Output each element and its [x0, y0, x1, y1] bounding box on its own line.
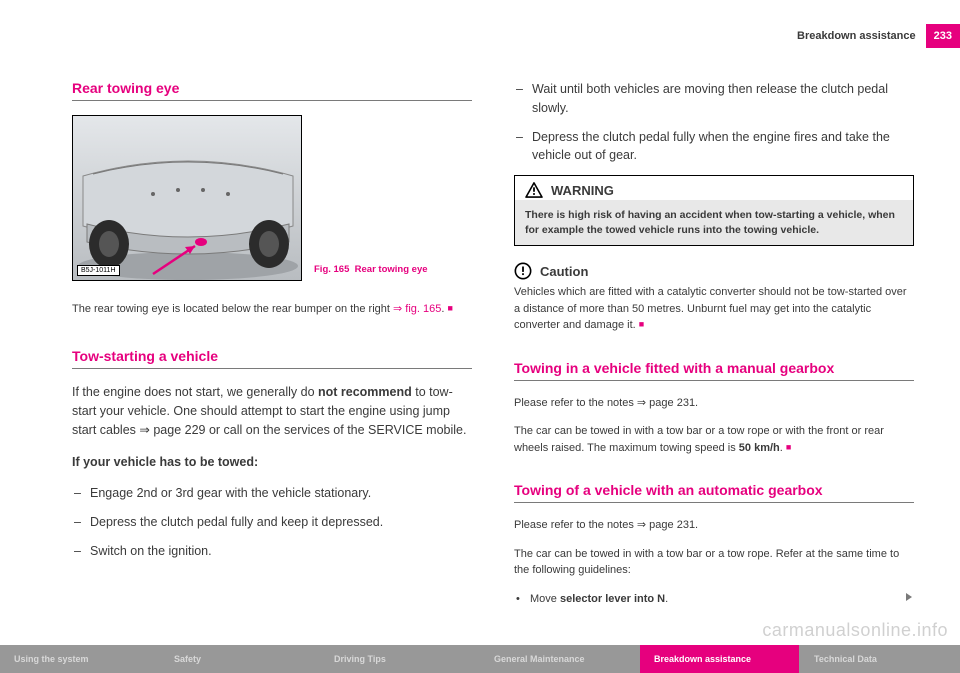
manual-tow-text: The car can be towed in with a tow bar o…	[514, 423, 914, 456]
text-bold: 50 km/h	[739, 442, 780, 454]
footer-tab-breakdown-assistance[interactable]: Breakdown assistance	[640, 645, 800, 673]
warning-box: WARNING There is high risk of having an …	[514, 175, 914, 246]
footer-tab-using-system[interactable]: Using the system	[0, 645, 160, 673]
footer-tab-driving-tips[interactable]: Driving Tips	[320, 645, 480, 673]
section-title-manual-gearbox: Towing in a vehicle fitted with a manual…	[514, 360, 914, 381]
figure-crossref[interactable]: ⇒ fig. 165	[393, 303, 441, 315]
figure-number: Fig. 165	[314, 264, 349, 275]
figure-165: B5J-1011H	[72, 115, 302, 281]
section-title-automatic-gearbox: Towing of a vehicle with an automatic ge…	[514, 482, 914, 503]
figure-row: B5J-1011H Fig. 165 Rear towing eye	[72, 115, 472, 285]
tow-start-intro: If the engine does not start, we general…	[72, 383, 472, 441]
page-number: 233	[926, 24, 960, 48]
step-3: Switch on the ignition.	[72, 542, 472, 561]
footer-tab-technical-data[interactable]: Technical Data	[800, 645, 960, 673]
auto-tow-text: The car can be towed in with a tow bar o…	[514, 546, 914, 579]
manual-notes-ref: Please refer to the notes ⇒ page 231.	[514, 395, 914, 412]
step-5: Depress the clutch pedal fully when the …	[514, 128, 914, 166]
figure-caption: Fig. 165 Rear towing eye	[314, 264, 428, 285]
text-bold: selector lever into N	[560, 593, 665, 605]
auto-notes-ref: Please refer to the notes ⇒ page 231.	[514, 517, 914, 534]
warning-body: There is high risk of having an accident…	[515, 200, 913, 245]
page-header: Breakdown assistance 233	[797, 24, 960, 48]
footer-tab-safety[interactable]: Safety	[160, 645, 320, 673]
continue-arrow-icon	[904, 591, 914, 608]
text-fragment: The car can be towed in with a tow bar o…	[514, 425, 884, 454]
step-2: Depress the clutch pedal fully and keep …	[72, 513, 472, 532]
end-marker-icon: ■	[639, 319, 644, 329]
watermark: carmanualsonline.info	[762, 620, 948, 641]
content-area: Rear towing eye	[72, 80, 914, 613]
bullet-selector-lever: Move selector lever into N.	[514, 591, 914, 608]
caution-header: Caution	[514, 262, 914, 280]
text-fragment: .	[665, 593, 668, 605]
end-marker-icon: ■	[786, 442, 791, 452]
section-title-tow-starting: Tow-starting a vehicle	[72, 348, 472, 369]
footer-nav: Using the system Safety Driving Tips Gen…	[0, 645, 960, 673]
vehicle-rear-illustration	[73, 116, 302, 281]
text-fragment: If the engine does not start, we general…	[72, 385, 318, 399]
text-fragment: The rear towing eye is located below the…	[72, 303, 393, 315]
text-bold: not recommend	[318, 385, 412, 399]
text-fragment: Move	[530, 593, 560, 605]
caution-title: Caution	[540, 264, 588, 279]
warning-title: WARNING	[551, 183, 614, 198]
under-figure-text: The rear towing eye is located below the…	[72, 301, 472, 318]
caution-circle-icon	[514, 262, 532, 280]
right-column: Wait until both vehicles are moving then…	[514, 80, 914, 613]
step-1: Engage 2nd or 3rd gear with the vehicle …	[72, 484, 472, 503]
warning-header: WARNING	[515, 176, 913, 200]
header-section: Breakdown assistance	[797, 24, 926, 48]
figure-code: B5J-1011H	[77, 265, 120, 276]
end-marker-icon: ■	[448, 303, 453, 313]
left-column: Rear towing eye	[72, 80, 472, 613]
figure-caption-text: Rear towing eye	[355, 264, 428, 275]
warning-triangle-icon	[525, 182, 543, 198]
step-4: Wait until both vehicles are moving then…	[514, 80, 914, 118]
section-title-rear-towing-eye: Rear towing eye	[72, 80, 472, 101]
caution-body: Vehicles which are fitted with a catalyt…	[514, 284, 914, 334]
footer-tab-general-maintenance[interactable]: General Maintenance	[480, 645, 640, 673]
text-fragment: Vehicles which are fitted with a catalyt…	[514, 286, 907, 331]
towed-heading: If your vehicle has to be towed:	[72, 453, 472, 472]
